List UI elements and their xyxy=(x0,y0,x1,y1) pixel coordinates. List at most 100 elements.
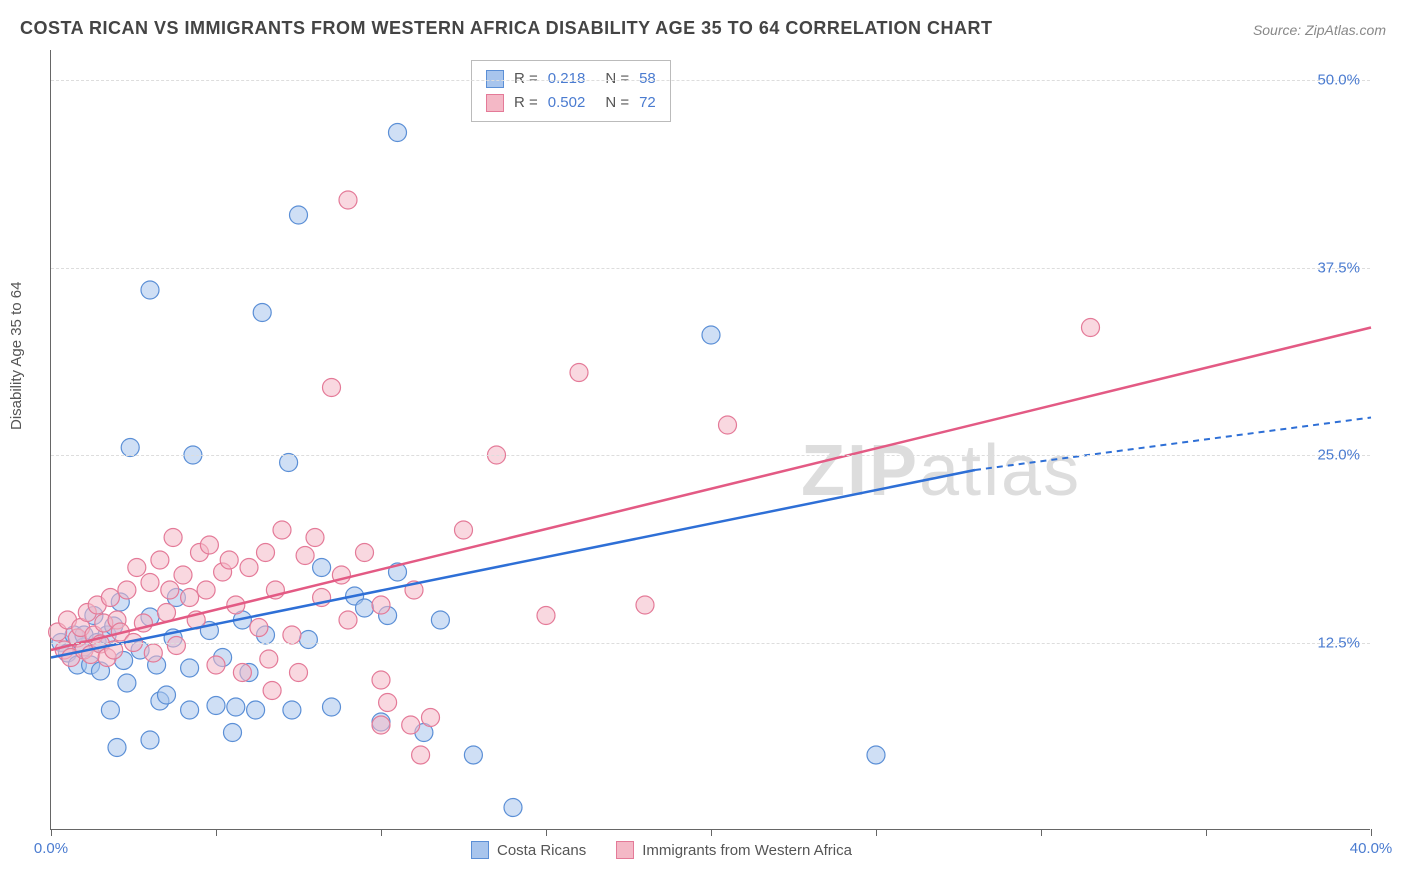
x-tick-label: 40.0% xyxy=(1350,840,1393,857)
data-point xyxy=(141,281,159,299)
data-point xyxy=(402,716,420,734)
r-label: R = xyxy=(514,67,538,91)
y-tick-label: 12.5% xyxy=(1317,634,1360,651)
x-tick xyxy=(51,829,52,836)
data-point xyxy=(158,604,176,622)
r-label-2: R = xyxy=(514,91,538,115)
data-point xyxy=(372,671,390,689)
data-point xyxy=(702,326,720,344)
n-label: N = xyxy=(605,67,629,91)
data-point xyxy=(356,544,374,562)
data-point xyxy=(181,589,199,607)
data-point xyxy=(257,544,275,562)
x-tick-label: 0.0% xyxy=(34,840,68,857)
plot-svg xyxy=(51,50,1370,829)
data-point xyxy=(296,547,314,565)
data-point xyxy=(339,191,357,209)
data-point xyxy=(233,664,251,682)
legend-row-series1: R = 0.218 N = 58 xyxy=(486,67,656,91)
data-point xyxy=(570,364,588,382)
data-point xyxy=(867,746,885,764)
data-point xyxy=(290,664,308,682)
plot-area: ZIPatlas R = 0.218 N = 58 R = 0.502 N = … xyxy=(50,50,1370,830)
data-point xyxy=(118,581,136,599)
data-point xyxy=(118,674,136,692)
bottom-legend-item-1: Costa Ricans xyxy=(471,841,586,859)
data-point xyxy=(121,439,139,457)
data-point xyxy=(197,581,215,599)
data-point xyxy=(161,581,179,599)
data-point xyxy=(339,611,357,629)
bottom-legend: Costa Ricans Immigrants from Western Afr… xyxy=(471,841,852,859)
chart-container: COSTA RICAN VS IMMIGRANTS FROM WESTERN A… xyxy=(0,0,1406,892)
x-tick xyxy=(1041,829,1042,836)
swatch-pink xyxy=(486,94,504,112)
x-tick xyxy=(1206,829,1207,836)
data-point xyxy=(356,599,374,617)
grid-line-h xyxy=(51,643,1370,644)
data-point xyxy=(128,559,146,577)
swatch-blue xyxy=(486,70,504,88)
data-point xyxy=(174,566,192,584)
grid-line-h xyxy=(51,268,1370,269)
data-point xyxy=(181,701,199,719)
data-point xyxy=(101,701,119,719)
trend-line-blue-solid xyxy=(51,470,975,658)
data-point xyxy=(1082,319,1100,337)
r-value-1: 0.218 xyxy=(548,67,586,91)
y-axis-label: Disability Age 35 to 64 xyxy=(8,282,25,430)
data-point xyxy=(636,596,654,614)
r-value-2: 0.502 xyxy=(548,91,586,115)
data-point xyxy=(247,701,265,719)
data-point xyxy=(431,611,449,629)
data-point xyxy=(273,521,291,539)
data-point xyxy=(253,304,271,322)
data-point xyxy=(164,529,182,547)
swatch-blue-2 xyxy=(471,841,489,859)
x-tick xyxy=(216,829,217,836)
data-point xyxy=(306,529,324,547)
data-point xyxy=(283,626,301,644)
data-point xyxy=(250,619,268,637)
data-point xyxy=(158,686,176,704)
data-point xyxy=(167,637,185,655)
correlation-legend: R = 0.218 N = 58 R = 0.502 N = 72 xyxy=(471,60,671,122)
bottom-legend-item-2: Immigrants from Western Africa xyxy=(616,841,852,859)
series2-name: Immigrants from Western Africa xyxy=(642,842,852,859)
grid-line-h xyxy=(51,80,1370,81)
data-point xyxy=(207,656,225,674)
data-point xyxy=(379,694,397,712)
grid-line-h xyxy=(51,455,1370,456)
data-point xyxy=(263,682,281,700)
data-point xyxy=(323,379,341,397)
x-tick xyxy=(876,829,877,836)
n-value-2: 72 xyxy=(639,91,656,115)
data-point xyxy=(220,551,238,569)
y-tick-label: 25.0% xyxy=(1317,447,1360,464)
series1-name: Costa Ricans xyxy=(497,842,586,859)
data-point xyxy=(144,644,162,662)
data-point xyxy=(464,746,482,764)
chart-title: COSTA RICAN VS IMMIGRANTS FROM WESTERN A… xyxy=(20,18,993,39)
data-point xyxy=(260,650,278,668)
trend-line-pink xyxy=(51,328,1371,651)
data-point xyxy=(181,659,199,677)
data-point xyxy=(323,698,341,716)
data-point xyxy=(299,631,317,649)
data-point xyxy=(151,551,169,569)
x-tick xyxy=(711,829,712,836)
trend-line-blue-dashed xyxy=(975,418,1371,471)
data-point xyxy=(280,454,298,472)
legend-row-series2: R = 0.502 N = 72 xyxy=(486,91,656,115)
data-point xyxy=(108,739,126,757)
y-tick-label: 50.0% xyxy=(1317,72,1360,89)
x-tick xyxy=(546,829,547,836)
data-point xyxy=(101,589,119,607)
data-point xyxy=(290,206,308,224)
y-tick-label: 37.5% xyxy=(1317,259,1360,276)
data-point xyxy=(207,697,225,715)
data-point xyxy=(313,559,331,577)
data-point xyxy=(141,731,159,749)
data-point xyxy=(141,574,159,592)
data-point xyxy=(412,746,430,764)
